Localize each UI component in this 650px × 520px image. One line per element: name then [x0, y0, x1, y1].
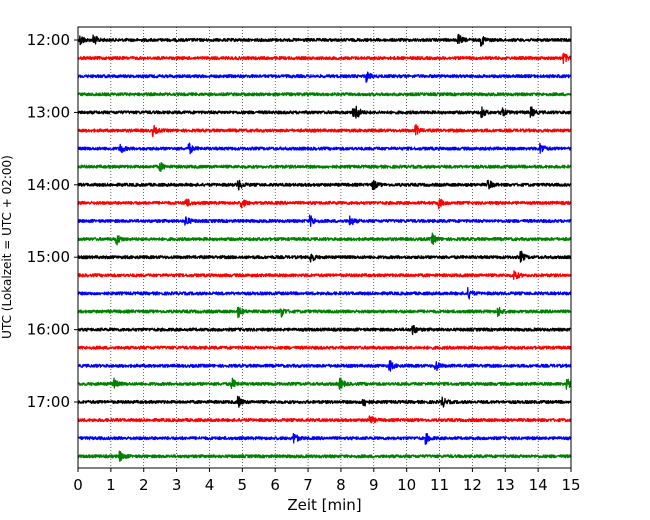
y-tick-label: 17:00: [27, 393, 70, 411]
trace-1300: [77, 105, 572, 119]
x-tick-label: 2: [139, 476, 149, 494]
x-tick-label: 10: [397, 476, 416, 494]
trace-1415: [77, 198, 572, 210]
trace-1445: [77, 232, 572, 246]
trace-1215: [77, 52, 572, 65]
plot-background: [78, 27, 571, 468]
y-tick-label: 14:00: [27, 176, 70, 194]
trace-1330: [77, 142, 572, 155]
trace-1730: [77, 432, 572, 445]
y-tick-label: 16:00: [27, 321, 70, 339]
trace-1430: [77, 214, 572, 228]
trace-1600: [77, 325, 572, 336]
trace-1345: [77, 162, 572, 172]
trace-1715: [77, 415, 572, 424]
x-tick-label: 1: [106, 476, 116, 494]
y-axis-label: UTC (Lokalzeit = UTC + 02:00): [0, 155, 14, 339]
x-axis: 0 1 2 3 4 5 6 7 8 9 10 11 12 13 14 15: [73, 468, 581, 494]
trace-1700: [77, 395, 572, 408]
trace-1315: [77, 123, 572, 138]
trace-1500: [77, 250, 572, 263]
x-tick-label: 11: [430, 476, 449, 494]
trace-1530: [77, 286, 572, 300]
trace-1400: [77, 179, 572, 191]
y-tick-label: 12:00: [27, 31, 70, 49]
trace-1615: [77, 345, 572, 350]
x-tick-label: 0: [73, 476, 83, 494]
x-tick-label: 5: [238, 476, 248, 494]
x-tick-label: 8: [336, 476, 346, 494]
y-axis: 12:00 13:00 14:00 15:00 16:00 17:00: [27, 31, 78, 411]
x-tick-label: 12: [463, 476, 482, 494]
x-tick-label: 14: [529, 476, 548, 494]
trace-1630: [77, 360, 572, 372]
x-tick-label: 13: [496, 476, 515, 494]
trace-1230: [77, 71, 572, 83]
x-tick-label: 4: [205, 476, 215, 494]
trace-1545: [77, 306, 572, 319]
trace-1745: [77, 450, 572, 462]
trace-1245: [77, 92, 572, 97]
y-tick-label: 15:00: [27, 248, 70, 266]
trace-1515: [77, 270, 572, 281]
seismogram-traces: [77, 33, 572, 462]
x-tick-label: 7: [303, 476, 313, 494]
x-tick-label: 6: [270, 476, 280, 494]
x-tick-label: 9: [369, 476, 379, 494]
trace-1645: [77, 377, 572, 391]
x-axis-label: Zeit [min]: [287, 496, 361, 514]
x-tick-label: 3: [172, 476, 182, 494]
x-tick-label: 15: [561, 476, 580, 494]
trace-1200: [77, 33, 572, 47]
plot-frame: [77, 26, 572, 469]
y-tick-label: 13:00: [27, 103, 70, 121]
